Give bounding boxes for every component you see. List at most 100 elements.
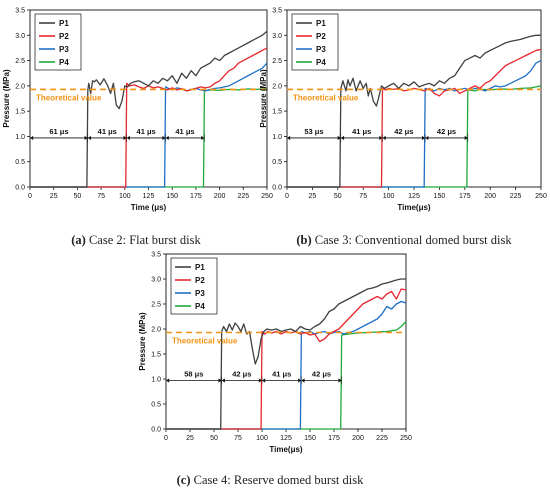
legend-label-p2: P2 — [316, 32, 326, 41]
x-tick-label: 250 — [400, 435, 412, 442]
interval-arrowhead-right — [123, 135, 127, 141]
y-tick-label: 2.0 — [272, 83, 282, 90]
x-tick-label: 25 — [50, 193, 58, 200]
interval-arrowhead-right — [258, 378, 262, 383]
theoretical-value-label: Theoretical value — [36, 93, 102, 102]
x-tick-label: 175 — [459, 193, 471, 200]
panel-caption: (b) Case 3: Conventional domed burst dis… — [296, 233, 512, 247]
interval-arrowhead-right — [338, 378, 342, 383]
chart-panel-0: 0 25 50 75 100 125 150 175 200 225 250 0.0 0.5 1.0 1.5… — [2, 8, 273, 248]
x-tick-label: 100 — [119, 193, 131, 200]
interval-arrowhead-right — [201, 135, 205, 141]
series-line-p3 — [30, 62, 268, 188]
x-tick-label: 50 — [210, 435, 218, 442]
interval-label: 41 μs — [175, 127, 194, 136]
y-tick-label: 2.0 — [15, 83, 25, 90]
legend-label-p1: P1 — [59, 19, 69, 28]
legend-label-p3: P3 — [59, 45, 69, 54]
interval-label: 58 μs — [184, 370, 203, 379]
x-tick-label: 100 — [256, 435, 268, 442]
interval-label: 53 μs — [304, 127, 323, 136]
y-tick-label: 3.0 — [15, 33, 25, 40]
interval-arrowhead-right — [218, 378, 222, 383]
interval-arrowhead-left — [166, 378, 170, 383]
y-tick-label: 1.5 — [151, 352, 161, 359]
x-tick-label: 75 — [359, 193, 367, 200]
legend-label-p3: P3 — [316, 45, 326, 54]
x-tick-label: 0 — [28, 193, 32, 200]
y-tick-label: 3.0 — [272, 33, 282, 40]
interval-arrowhead-right — [464, 135, 468, 141]
x-tick-label: 200 — [214, 193, 226, 200]
legend: P1 P2 P3 P4 — [291, 13, 339, 71]
caption-text: Case 4: Reserve domed burst disk — [190, 473, 364, 487]
legend-label-p4: P4 — [59, 58, 69, 67]
chart-panel-1: 0 25 50 75 100 125 150 175 200 225 2500.00.51.01.5… — [259, 8, 547, 248]
x-tick-label: 75 — [234, 435, 242, 442]
y-tick-label: 2.5 — [272, 58, 282, 65]
x-tick-label: 50 — [334, 193, 342, 200]
interval-arrowhead-right — [379, 135, 383, 141]
x-tick-label: 0 — [285, 193, 289, 200]
x-tick-label: 50 — [74, 193, 82, 200]
interval-label: 41 μs — [98, 127, 117, 136]
y-axis-label: Pressure (MPa) — [138, 312, 147, 371]
panel-caption: (a) Case 2: Flat burst disk — [71, 233, 201, 247]
y-axis-label: Pressure (MPa) — [2, 69, 11, 128]
caption-label: (c) — [177, 473, 191, 487]
x-tick-label: 125 — [280, 435, 292, 442]
y-tick-label: 1.5 — [15, 109, 25, 116]
interval-arrowhead-left — [126, 135, 130, 141]
y-tick-label: 0.0 — [15, 185, 25, 192]
y-tick-label: 0.5 — [151, 402, 161, 409]
caption-label: (a) — [71, 233, 86, 247]
series-line-p1 — [166, 278, 406, 430]
y-tick-label: 3.0 — [151, 277, 161, 284]
interval-arrowhead-left — [221, 378, 225, 383]
chart-panel-2: 0 25 50 75 100 125 150 175 200 225 250 0.0 0.5 1.0 1.5… — [138, 252, 412, 488]
caption-label: (b) — [296, 233, 311, 247]
legend: P1 P2 P3 P4 — [34, 13, 82, 71]
series-line-p3 — [287, 59, 542, 188]
y-axis-label: Pressure (MPa) — [259, 69, 268, 128]
x-tick-label: 0 — [164, 435, 168, 442]
x-axis-label: Time(μs) — [397, 203, 431, 212]
interval-arrowhead-right — [162, 135, 166, 141]
legend-label-p3: P3 — [195, 289, 205, 298]
interval-label: 61 μs — [49, 127, 68, 136]
x-tick-label: 250 — [535, 193, 547, 200]
y-tick-label: 0.5 — [272, 159, 282, 166]
y-tick-label: 3.5 — [272, 8, 282, 15]
x-tick-label: 75 — [97, 193, 105, 200]
interval-arrowhead-left — [340, 135, 345, 141]
x-tick-label: 150 — [304, 435, 316, 442]
x-tick-label: 225 — [376, 435, 388, 442]
interval-label: 41 μs — [352, 127, 371, 136]
legend-label-p2: P2 — [195, 276, 205, 285]
interval-label: 42 μs — [394, 127, 413, 136]
interval-label: 42 μs — [437, 127, 456, 136]
interval-label: 41 μs — [272, 370, 291, 379]
legend-label-p4: P4 — [316, 58, 326, 67]
series-line-p4 — [287, 85, 542, 188]
theoretical-value-label: Theoretical value — [172, 337, 238, 346]
legend-label-p1: P1 — [316, 19, 326, 28]
x-tick-label: 125 — [408, 193, 420, 200]
interval-arrowhead-left — [301, 378, 305, 383]
y-tick-label: 0.0 — [151, 427, 161, 434]
y-tick-label: 3.5 — [15, 8, 25, 15]
x-tick-label: 100 — [383, 193, 395, 200]
series-line-p2 — [166, 288, 407, 430]
interval-arrowhead-right — [84, 135, 88, 141]
interval-arrowhead-right — [421, 135, 426, 141]
legend-label-p1: P1 — [195, 263, 205, 272]
interval-arrowhead-left — [165, 135, 169, 141]
legend-label-p2: P2 — [59, 32, 69, 41]
interval-arrowhead-left — [262, 378, 266, 383]
x-axis-label: Time (μs) — [131, 203, 167, 212]
interval-arrowhead-right — [298, 378, 302, 383]
series-line-p1 — [30, 30, 268, 188]
y-tick-label: 0.0 — [272, 185, 282, 192]
x-tick-label: 225 — [510, 193, 522, 200]
